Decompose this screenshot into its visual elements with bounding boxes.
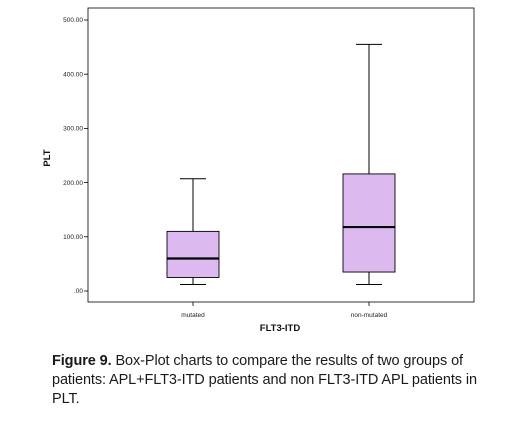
y-axis-title: PLT	[42, 149, 53, 166]
y-tick-label: .00	[74, 288, 83, 295]
figure-caption-label: Figure 9.	[52, 353, 112, 369]
y-tick-label: 400.00	[63, 71, 83, 78]
x-axis-title: FLT3-ITD	[260, 323, 301, 334]
plot-area	[87, 7, 475, 303]
box-non-mutated	[342, 43, 396, 285]
box-plot-chart: .00 100.00 200.00 300.00 400.00 500.00 mutate…	[42, 7, 475, 334]
x-axis: mutated non-mutated	[181, 302, 388, 319]
figure-caption: Figure 9. Box-Plot charts to compare the…	[52, 352, 492, 409]
x-tick-label: mutated	[181, 312, 205, 319]
iqr-box	[342, 173, 396, 273]
y-tick-label: 500.00	[63, 17, 83, 24]
y-tick-label: 300.00	[63, 126, 83, 133]
iqr-box	[166, 230, 220, 278]
y-axis: .00 100.00 200.00 300.00 400.00 500.00	[63, 17, 88, 295]
box-mutated	[166, 178, 220, 285]
figure-caption-text: Box-Plot charts to compare the results o…	[52, 353, 477, 407]
box-series	[166, 43, 396, 285]
y-tick-label: 100.00	[63, 234, 83, 241]
x-tick-label: non-mutated	[351, 312, 388, 319]
y-tick-label: 200.00	[63, 180, 83, 187]
